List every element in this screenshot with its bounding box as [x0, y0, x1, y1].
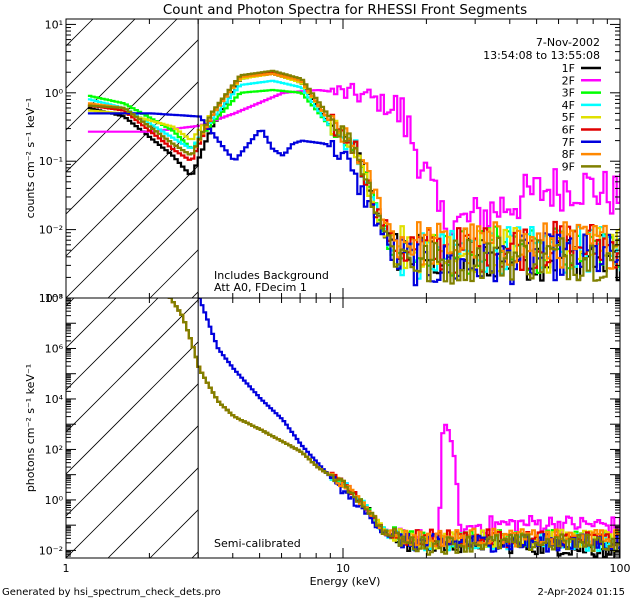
- x-tick-label: 100: [610, 562, 631, 575]
- bottom-y-tick-label: 10⁶: [45, 342, 64, 355]
- hatch-line: [66, 165, 199, 298]
- footer-timestamp: 2-Apr-2024 01:15: [538, 587, 625, 598]
- hatch-line: [149, 509, 199, 558]
- series-9F-top: [87, 69, 620, 285]
- photon-series-group: [167, 298, 620, 558]
- legend-label-4F: 4F: [562, 99, 575, 112]
- legend-label-1F: 1F: [562, 62, 575, 75]
- legend-label-9F: 9F: [562, 160, 575, 173]
- legend-label-6F: 6F: [562, 124, 575, 137]
- footer-generated-by: Generated by hsi_spectrum_check_dets.pro: [2, 587, 221, 598]
- bottom-y-tick-label: 10⁸: [45, 292, 64, 305]
- legend-label-8F: 8F: [562, 148, 575, 161]
- annotation-attenuator: Att A0, FDecim 1: [214, 281, 307, 294]
- series-4F-top: [87, 79, 620, 280]
- count-series-group: [87, 69, 620, 287]
- top-y-tick-label: 10⁰: [45, 87, 64, 100]
- hatch-line: [149, 249, 199, 298]
- hatched-region-top: [66, 19, 199, 298]
- hatch-line: [107, 467, 199, 558]
- bottom-y-tick-label: 10⁰: [45, 494, 64, 507]
- hatch-line: [66, 19, 136, 89]
- hatch-line: [66, 298, 117, 349]
- hatch-line: [66, 81, 199, 215]
- axis-ticks: [65, 19, 620, 559]
- x-axis-label: Energy (keV): [310, 575, 381, 588]
- legend-label-5F: 5F: [562, 111, 575, 124]
- hatch-line: [107, 207, 199, 298]
- annotation-background: Includes Background: [214, 269, 329, 282]
- bottom-y-tick-label: 10⁻²: [39, 544, 63, 557]
- bottom-y-axis-label: photons cm⁻² s⁻¹ keV⁻¹: [24, 364, 37, 492]
- series-9F-bottom: [167, 298, 620, 556]
- x-tick-label: 10: [336, 562, 350, 575]
- hatch-line: [66, 123, 199, 257]
- hatch-line: [66, 298, 159, 391]
- hatch-line: [66, 425, 199, 558]
- y-tick-labels: 10⁻³ 10⁻² 10⁻¹ 10⁰ 10¹ 10⁻² 10⁰ 10² 10⁴ 10⁶ 10⁸: [39, 18, 64, 557]
- x-tick-labels: 1 10 100: [63, 562, 631, 575]
- x-tick-label: 1: [63, 562, 70, 575]
- hatch-line: [66, 383, 199, 517]
- hatch-line: [66, 39, 199, 173]
- series-7F-bottom: [198, 298, 620, 553]
- annotation-semi-calibrated: Semi-calibrated: [214, 537, 301, 550]
- top-y-tick-label: 10¹: [45, 18, 63, 31]
- bottom-y-tick-label: 10²: [45, 443, 63, 456]
- hatch-line: [66, 19, 178, 131]
- time-range-text: 13:54:08 to 13:55:08: [483, 49, 600, 62]
- top-y-tick-label: 10⁻³: [39, 292, 63, 305]
- legend-label-3F: 3F: [562, 87, 575, 100]
- hatch-line: [66, 341, 199, 475]
- top-y-tick-label: 10⁻²: [39, 224, 63, 237]
- legend-label-2F: 2F: [562, 74, 575, 87]
- date-text: 7-Nov-2002: [536, 36, 600, 49]
- top-y-axis-label: counts cm⁻² s⁻¹ keV⁻¹: [24, 98, 37, 219]
- legend-label-7F: 7F: [562, 136, 575, 149]
- bottom-y-tick-label: 10⁴: [45, 393, 64, 406]
- chart-title: Count and Photon Spectra for RHESSI Fron…: [163, 2, 527, 18]
- hatched-region-bottom: [66, 298, 199, 558]
- top-y-tick-label: 10⁻¹: [39, 155, 63, 168]
